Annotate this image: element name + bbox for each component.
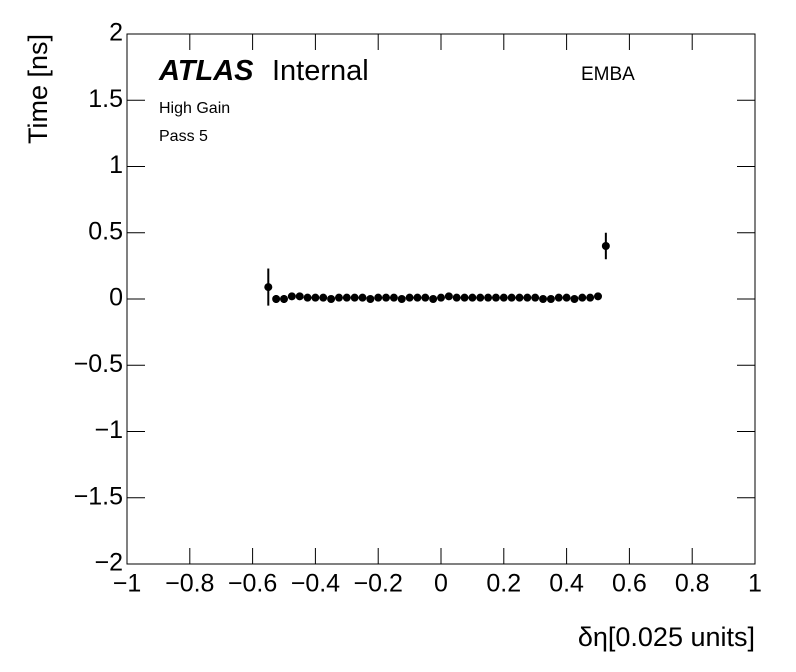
data-point xyxy=(578,293,587,302)
y-tick-label: 1.5 xyxy=(88,85,123,113)
data-point xyxy=(327,295,336,303)
data-point xyxy=(539,295,548,303)
data-point xyxy=(554,293,563,302)
data-point xyxy=(499,293,508,302)
data-point xyxy=(507,293,516,302)
x-tick-label: −0.4 xyxy=(291,570,340,598)
x-tick-label: 0.4 xyxy=(549,570,584,598)
data-point xyxy=(586,293,595,302)
y-tick-label: −2 xyxy=(94,549,123,577)
data-point xyxy=(460,293,469,302)
data-point xyxy=(413,293,422,302)
data-point xyxy=(264,283,273,292)
data-point xyxy=(444,292,453,301)
data-point xyxy=(484,293,493,302)
data-point xyxy=(382,293,391,302)
data-point xyxy=(452,293,461,302)
data-point xyxy=(342,293,351,302)
data-point xyxy=(319,293,328,302)
annotation: High Gain xyxy=(159,100,230,117)
data-point xyxy=(594,292,602,301)
data-point xyxy=(374,293,383,302)
x-tick-label: −0.2 xyxy=(354,570,403,598)
data-point xyxy=(334,293,343,302)
x-tick-label: −1 xyxy=(113,570,142,598)
data-point xyxy=(280,295,288,303)
y-tick-label: 1 xyxy=(109,151,123,179)
y-tick-label: 2 xyxy=(109,19,123,47)
data-point xyxy=(366,295,375,303)
x-tick-label: 1 xyxy=(748,570,762,598)
y-tick-label: 0 xyxy=(109,284,123,312)
atlas-label: ATLAS xyxy=(158,55,254,87)
data-point xyxy=(358,293,367,302)
x-tick-label: 0.8 xyxy=(675,570,710,598)
y-tick-label: −1 xyxy=(94,416,123,444)
data-point xyxy=(523,293,532,302)
x-tick-label: 0 xyxy=(434,570,448,598)
data-point xyxy=(287,292,296,301)
data-point xyxy=(476,293,485,302)
data-point xyxy=(468,293,477,302)
data-point xyxy=(303,293,312,302)
data-point xyxy=(531,293,540,302)
annotation: Pass 5 xyxy=(159,128,208,145)
data-point xyxy=(491,293,500,302)
y-tick-label: −1.5 xyxy=(74,482,123,510)
data-point xyxy=(601,242,610,250)
data-point xyxy=(429,295,438,303)
data-point xyxy=(515,293,524,302)
data-point xyxy=(421,293,430,302)
y-tick-label: 0.5 xyxy=(88,217,123,245)
x-tick-label: 0.2 xyxy=(486,570,521,598)
region-label: EMBA xyxy=(581,64,635,85)
data-point xyxy=(350,293,359,302)
x-tick-label: −0.8 xyxy=(165,570,214,598)
data-point xyxy=(570,295,579,303)
data-point xyxy=(311,293,320,302)
data-point xyxy=(405,293,414,302)
data-point xyxy=(272,295,281,303)
y-axis-label: Time [ns] xyxy=(23,34,53,144)
x-axis-label: δη[0.025 units] xyxy=(578,622,755,652)
x-tick-label: 0.6 xyxy=(612,570,647,598)
data-point xyxy=(397,295,406,303)
data-point xyxy=(389,293,398,302)
data-point xyxy=(546,295,555,303)
x-tick-label: −0.6 xyxy=(228,570,277,598)
data-point xyxy=(295,292,304,301)
y-tick-label: −0.5 xyxy=(74,350,123,378)
atlas-status: Internal xyxy=(272,55,369,87)
data-point xyxy=(562,293,571,302)
data-point xyxy=(437,293,445,302)
